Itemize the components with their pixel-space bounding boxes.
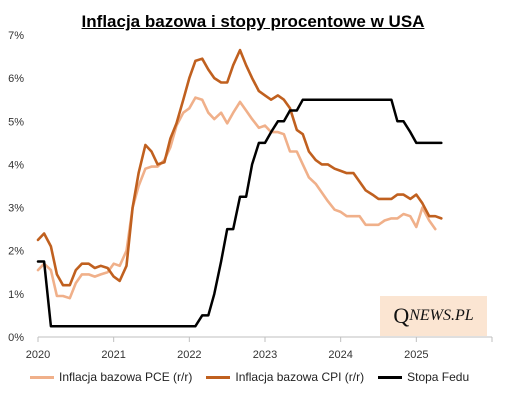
legend-swatch-fed [378,375,403,379]
legend-label-fed: Stopa Fedu [407,370,470,384]
y-tick-label: 0% [8,332,24,344]
legend-label-cpi: Inflacja bazowa CPI (r/r) [235,370,365,384]
legend-label-pce: Inflacja bazowa PCE (r/r) [59,370,193,384]
x-tick-label: 2024 [328,349,352,361]
x-tick-label: 2025 [404,349,428,361]
legend-item-cpi: Inflacja bazowa CPI (r/r) [206,370,364,384]
legend-item-pce: Inflacja bazowa PCE (r/r) [30,370,192,384]
watermark-rest: NEWS.PL [409,307,474,324]
series-line-cpi [36,48,443,287]
watermark-q: Q [393,303,410,328]
x-tick-label: 2023 [253,349,277,361]
series-line-pce [36,96,437,300]
x-tick-label: 2020 [26,349,50,361]
y-tick-label: 4% [8,159,24,171]
y-tick-label: 1% [8,289,24,301]
y-tick-label: 2% [8,246,24,258]
y-tick-label: 5% [8,116,24,128]
y-tick-label: 7% [8,30,24,42]
legend: Inflacja bazowa PCE (r/r) Inflacja bazow… [30,370,469,384]
legend-swatch-pce [30,375,54,379]
y-tick-label: 3% [8,203,24,215]
legend-swatch-cpi [206,375,231,379]
y-tick-label: 6% [8,73,24,85]
chart-title: Inflacja bazowa i stopy procentowe w USA [81,12,425,31]
legend-item-fed: Stopa Fedu [378,370,469,384]
x-tick-label: 2021 [101,349,125,361]
qnews-watermark: Q NEWS.PL [380,296,487,336]
x-tick-label: 2022 [177,349,201,361]
series-line-fed-rate [36,98,443,328]
